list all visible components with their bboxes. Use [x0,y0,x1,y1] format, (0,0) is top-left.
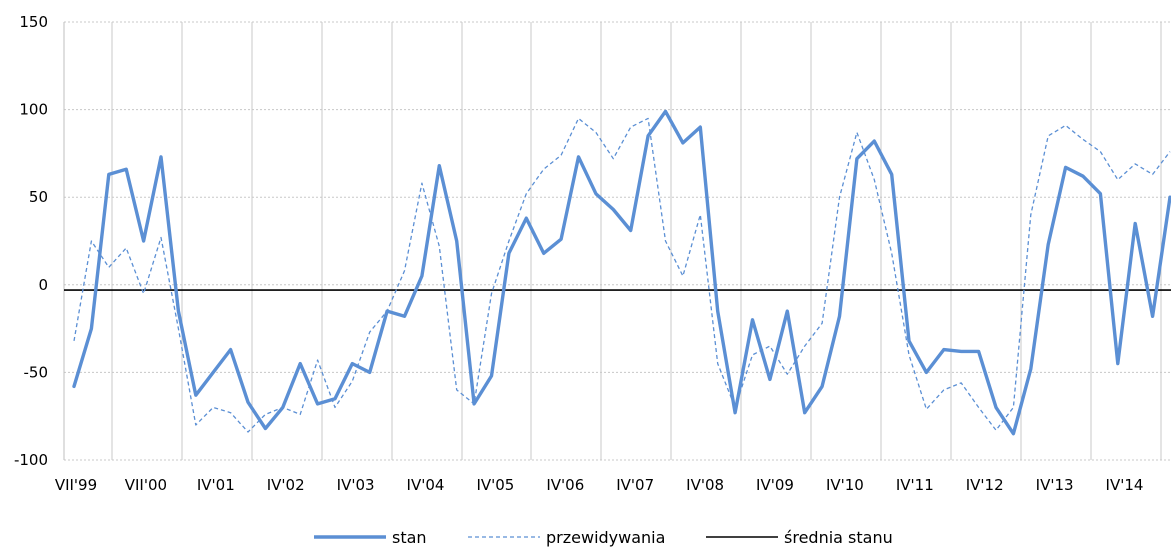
series-stan-line [72,109,1171,436]
y-tick-label: 50 [29,188,48,206]
y-tick-label: 0 [38,276,48,294]
x-tick-label: IV'07 [616,476,654,494]
x-tick-label: IV'05 [476,476,514,494]
x-tick-label: IV'14 [1106,476,1144,494]
x-tick-label: IV'02 [267,476,305,494]
x-tick-label: VII'00 [125,476,167,494]
y-tick-label: 100 [19,101,48,119]
legend-label-przewidywania: przewidywania [546,528,665,547]
series-przewidywania-line [73,117,1171,433]
x-tick-label: IV'03 [337,476,375,494]
x-tick-label: IV'11 [896,476,934,494]
x-tick-label: IV'01 [197,476,235,494]
x-tick-label: IV'06 [546,476,584,494]
y-tick-label: 150 [19,13,48,31]
x-tick-label: VII'99 [55,476,97,494]
x-tick-label: IV'12 [966,476,1004,494]
y-tick-label: -50 [24,363,49,381]
x-tick-label: IV'13 [1036,476,1074,494]
x-tick-label: IV'08 [686,476,724,494]
x-tick-label: IV'10 [826,476,864,494]
y-tick-label: -100 [14,451,48,469]
legend-label-srednia-stanu: średnia stanu [784,528,893,547]
legend-label-stan: stan [392,528,427,547]
x-tick-label: IV'04 [407,476,445,494]
x-tick-label: IV'09 [756,476,794,494]
